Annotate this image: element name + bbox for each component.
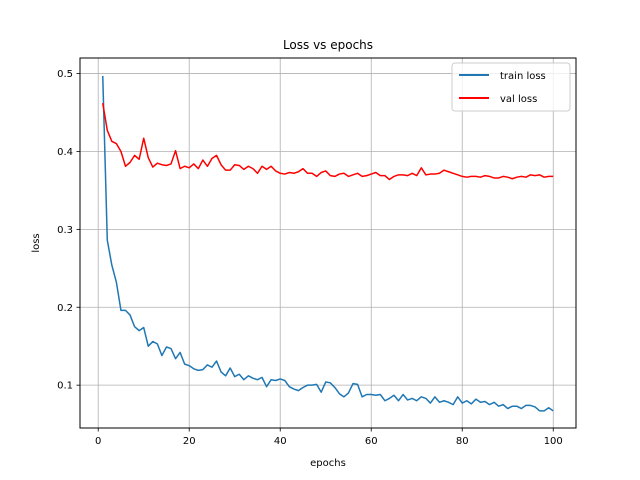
y-axis-ticks: 0.1 0.2 0.3 0.4 0.5	[57, 69, 80, 392]
x-tick-label: 100	[544, 436, 563, 447]
y-axis-label: loss	[31, 233, 42, 252]
x-tick-label: 20	[183, 436, 196, 447]
y-tick-label: 0.1	[57, 381, 73, 392]
plot-frame	[79, 57, 577, 429]
x-axis-label: epochs	[310, 458, 346, 469]
y-tick-label: 0.3	[57, 225, 73, 236]
legend-label-val-loss: val loss	[500, 94, 537, 105]
x-tick-label: 60	[365, 436, 378, 447]
legend: train loss val loss	[451, 62, 571, 112]
x-tick-label: 40	[274, 436, 287, 447]
y-tick-label: 0.2	[57, 303, 73, 314]
x-axis-ticks: 0 20 40 60 80 100	[95, 428, 563, 447]
y-tick-label: 0.5	[57, 69, 73, 80]
series-line-val-loss	[102, 103, 554, 181]
series-lines	[102, 75, 554, 412]
legend-label-train-loss: train loss	[500, 71, 546, 82]
x-tick-label: 0	[95, 436, 101, 447]
chart-title: Loss vs epochs	[283, 38, 373, 52]
x-tick-label: 80	[456, 436, 469, 447]
y-tick-label: 0.4	[57, 147, 73, 158]
series-line-train-loss	[102, 75, 554, 412]
